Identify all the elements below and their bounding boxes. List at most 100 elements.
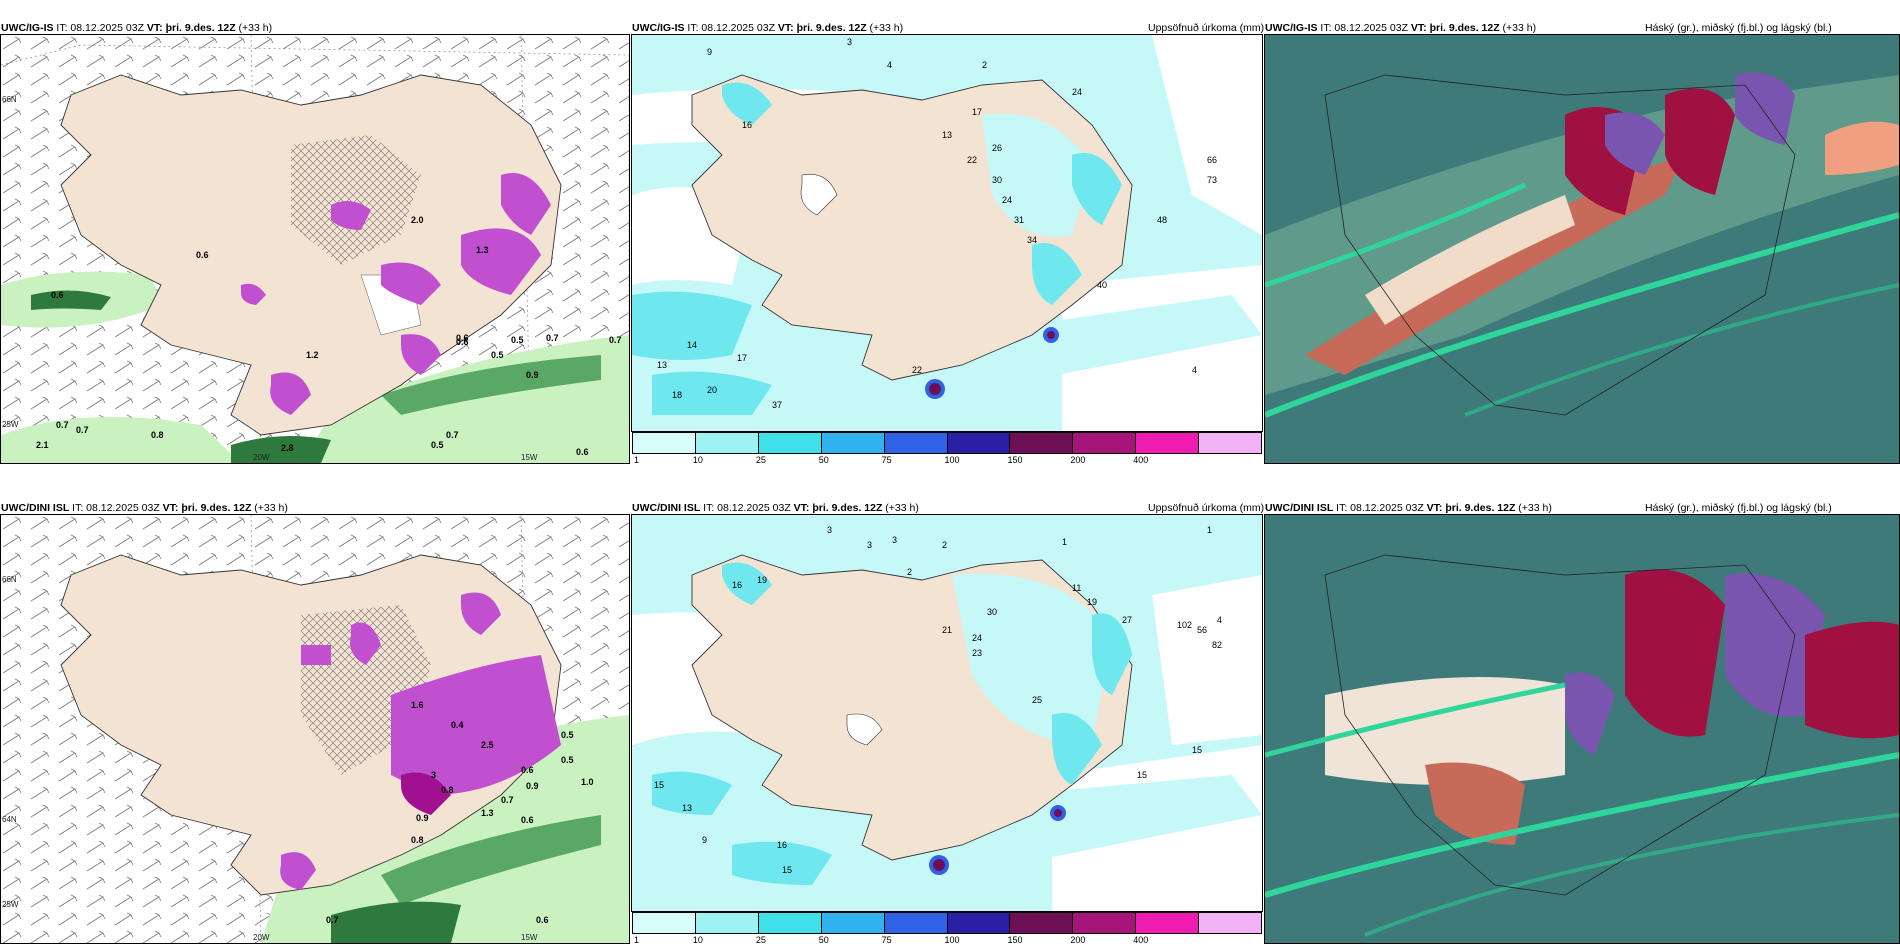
map-precip-1[interactable]: 9 3 4 2 16 13 17 22 26 24 30 31 34 40 48… (631, 34, 1263, 432)
precip-value: 13 (942, 130, 953, 140)
precip-value: 4 (887, 60, 893, 70)
vt-label: VT: (1410, 22, 1427, 34)
header-right-1: UWC/IG-IS IT: 08.12.2025 03Z VT: þri. 9.… (1265, 22, 1536, 34)
precip-value: 22 (912, 365, 923, 375)
precip-value: 1 (1207, 525, 1213, 535)
lead-time: (+33 h) (1518, 502, 1552, 514)
precip-value: 20 (707, 385, 718, 395)
map-wind-precip-1[interactable]: 0.6 0.6 0.7 0.7 0.8 0.5 0.7 0.5 0.6 0.5 … (0, 34, 630, 464)
precip-value: 14 (687, 340, 698, 350)
value-label: 0.9 (526, 370, 539, 380)
lat-label: 64N (2, 815, 17, 824)
value-label: 2.1 (36, 440, 49, 450)
valid-time: þri. 9.des. 12Z (796, 22, 867, 34)
value-label: 1.3 (481, 808, 494, 818)
precip-value: 15 (1137, 770, 1148, 780)
value-label: 0.5 (491, 350, 504, 360)
precip-value: 30 (992, 175, 1003, 185)
value-label: 0.7 (609, 335, 622, 345)
cbar-tick: 400 (1133, 935, 1149, 945)
lat-label: 66N (2, 95, 17, 104)
value-label: 1.6 (411, 700, 424, 710)
map-precip-svg-1 (632, 35, 1262, 431)
model-name: UWC/DINI ISL (1265, 502, 1334, 514)
cbar-tick: 50 (818, 935, 829, 945)
precip-value: 48 (1157, 215, 1168, 225)
lat-label: 25W (2, 900, 19, 909)
lon-label: 20W (253, 933, 270, 942)
precip-value: 13 (682, 803, 693, 813)
cbar-tick: 10 (692, 935, 703, 945)
header-mid-2: UWC/DINI ISL IT: 08.12.2025 03Z VT: þri.… (632, 502, 919, 514)
value-label: 0.5 (431, 440, 444, 450)
precip-value: 21 (942, 625, 953, 635)
vt-label: VT: (793, 502, 810, 514)
vt-label: VT: (1426, 502, 1443, 514)
init-time: IT: 08.12.2025 03Z (687, 22, 775, 34)
vt-label: VT: (162, 502, 179, 514)
map-wind-svg-1 (1, 35, 629, 463)
precip-value: 11 (1072, 583, 1082, 593)
precip-value: 24 (1072, 87, 1083, 97)
value-label: 2.5 (481, 740, 494, 750)
map-precip-svg-2 (632, 554, 1262, 911)
colorbar-1: 1 10 25 50 75 100 150 200 400 (632, 432, 1262, 465)
map-cloud-2[interactable] (1264, 514, 1900, 944)
precip-value: 15 (1192, 745, 1203, 755)
cbar-tick: 10 (692, 455, 703, 465)
init-time: IT: 08.12.2025 03Z (72, 502, 160, 514)
precip-value: 17 (972, 107, 983, 117)
value-label: 0.7 (326, 915, 339, 925)
init-time: IT: 08.12.2025 03Z (56, 22, 144, 34)
valid-time: þri. 9.des. 12Z (1429, 22, 1500, 34)
precip-value: 102 (1177, 620, 1193, 630)
cbar-tick: 25 (755, 455, 766, 465)
lat-label: 25W (2, 420, 19, 429)
precip-value: 31 (1014, 215, 1025, 225)
value-label: 1.0 (581, 777, 594, 787)
value-label: 2.0 (411, 215, 424, 225)
lon-label: 15W (521, 933, 538, 942)
precip-value: 3 (827, 525, 833, 535)
lead-time: (+33 h) (885, 502, 919, 514)
cbar-tick: 400 (1133, 455, 1149, 465)
precip-value: 16 (777, 840, 788, 850)
valid-time: þri. 9.des. 12Z (181, 502, 252, 514)
cloud-title-2: Háský (gr.), miðský (fj.bl.) og lágský (… (1645, 502, 1832, 514)
lat-label: 66N (2, 575, 17, 584)
cbar-tick: 200 (1070, 935, 1086, 945)
model-name: UWC/IG-IS (1, 22, 54, 34)
precip-value: 16 (742, 120, 753, 130)
precip-value: 15 (654, 780, 665, 790)
map-cloud-1[interactable] (1264, 34, 1900, 464)
precip-value: 2 (907, 567, 913, 577)
value-label: 0.6 (196, 250, 209, 260)
lead-time: (+33 h) (1502, 22, 1537, 34)
precip-value: 24 (1002, 195, 1013, 205)
precip-value: 25 (1032, 695, 1043, 705)
value-label: 0.8 (411, 835, 424, 845)
cbar-tick: 75 (881, 935, 892, 945)
model-name: UWC/DINI ISL (632, 502, 701, 514)
precip-value: 3 (847, 37, 853, 47)
precip-value: 34 (1027, 235, 1038, 245)
value-label: 0.9 (416, 813, 429, 823)
value-label: 0.5 (561, 755, 574, 765)
precip-value: 9 (707, 47, 713, 57)
precip-value: 13 (657, 360, 668, 370)
value-label: 2.8 (281, 443, 294, 453)
vt-label: VT: (146, 22, 163, 34)
precip-value: 3 (867, 540, 873, 550)
precip-title-1: Uppsöfnuð úrkoma (mm) (1148, 22, 1265, 34)
precip-value: 73 (1207, 175, 1218, 185)
precip-value: 27 (1122, 615, 1133, 625)
precip-value: 3 (892, 535, 898, 545)
map-precip-2[interactable]: 3 3 3 2 2 1 1 16 19 21 24 23 11 19 27 56… (631, 514, 1263, 912)
map-wind-precip-2[interactable]: 0.6 0.9 0.5 1.0 0.7 0.8 0.6 0.8 0.7 0.6 … (0, 514, 630, 944)
init-time: IT: 08.12.2025 03Z (1336, 502, 1424, 514)
header-mid-1: UWC/IG-IS IT: 08.12.2025 03Z VT: þri. 9.… (632, 22, 903, 34)
header-right-2: UWC/DINI ISL IT: 08.12.2025 03Z VT: þri.… (1265, 502, 1552, 514)
lead-time: (+33 h) (254, 502, 288, 514)
value-label: 0.4 (451, 720, 464, 730)
init-time: IT: 08.12.2025 03Z (703, 502, 791, 514)
